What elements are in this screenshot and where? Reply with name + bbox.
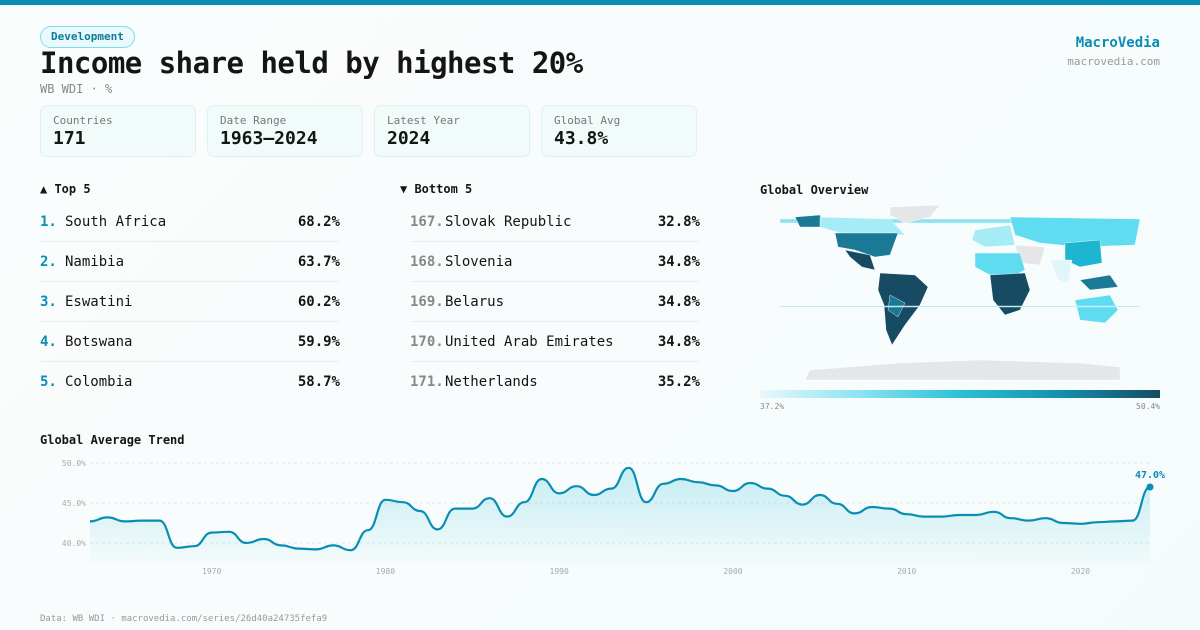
list-item[interactable]: 4. Botswana 59.9% [40, 322, 340, 362]
map-usa [834, 232, 899, 258]
list-item[interactable]: 5. Colombia 58.7% [40, 362, 340, 402]
map-china [1064, 239, 1103, 268]
country-value: 60.2% [297, 293, 340, 310]
rank: 167. [410, 213, 444, 230]
rank: 1. [40, 213, 57, 230]
stat-label: Countries [53, 114, 113, 127]
country-name: United Arab Emirates [445, 333, 614, 350]
rank: 171. [410, 374, 444, 390]
country-name: Eswatini [65, 293, 133, 310]
map-color-legend [760, 390, 1160, 398]
list-item[interactable]: 167. Slovak Republic 32.8% [410, 202, 700, 242]
page-title: Income share held by highest 20% [40, 46, 583, 80]
stat-label: Date Range [220, 114, 287, 127]
y-tick-label: 50.0% [62, 459, 86, 468]
country-value: 34.8% [657, 333, 700, 350]
country-name: Netherlands [445, 374, 538, 390]
map-south-america [877, 272, 929, 346]
stat-value: 1963–2024 [220, 128, 318, 149]
x-tick-label: 1970 [202, 567, 221, 576]
country-value: 63.7% [297, 253, 340, 270]
country-name: Slovenia [445, 253, 513, 270]
legend-max: 50.4% [1136, 402, 1161, 411]
map-heading: Global Overview [760, 183, 869, 197]
stat-date-range: Date Range 1963–2024 [207, 105, 363, 157]
trend-heading: Global Average Trend [40, 433, 185, 447]
stat-value: 2024 [387, 128, 431, 149]
last-value-label: 47.0% [1135, 470, 1165, 481]
stat-label: Global Avg [554, 114, 621, 127]
country-value: 35.2% [657, 374, 700, 390]
map-india [1049, 259, 1073, 284]
top-accent-bar [0, 0, 1200, 5]
data-point [1146, 483, 1154, 491]
y-tick-label: 40.0% [62, 539, 86, 548]
brand-logo[interactable]: MacroVedia [1075, 35, 1160, 51]
country-value: 58.7% [297, 374, 340, 390]
page-subtitle: WB WDI · % [40, 82, 113, 96]
top5-heading: ▲ Top 5 [40, 182, 91, 196]
top5-list: 1. South Africa 68.2% 2. Namibia 63.7% 3. Eswat… [40, 202, 340, 402]
map-mexico [844, 249, 876, 271]
rank: 168. [410, 253, 444, 270]
list-item[interactable]: 168. Slovenia 34.8% [410, 242, 700, 282]
world-map[interactable] [780, 205, 1140, 380]
bottom5-heading: ▼ Bottom 5 [400, 182, 473, 196]
list-item[interactable]: 169. Belarus 34.8% [410, 282, 700, 322]
country-name: Belarus [445, 293, 505, 310]
list-item[interactable]: 1. South Africa 68.2% [40, 202, 340, 242]
stat-value: 171 [53, 128, 86, 149]
map-indonesia [1079, 274, 1119, 291]
rank: 2. [40, 253, 57, 270]
map-australia [1074, 294, 1119, 324]
map-southern-africa [989, 272, 1031, 316]
rank: 5. [40, 374, 57, 390]
x-tick-label: 2020 [1071, 567, 1090, 576]
x-tick-label: 1990 [550, 567, 569, 576]
country-value: 32.8% [657, 213, 700, 230]
rank: 3. [40, 293, 57, 310]
country-value: 34.8% [657, 253, 700, 270]
y-tick-label: 45.0% [62, 499, 86, 508]
list-item[interactable]: 3. Eswatini 60.2% [40, 282, 340, 322]
brand-url[interactable]: macrovedia.com [1067, 55, 1160, 68]
rank: 170. [410, 333, 444, 350]
trend-chart: 40.0% 45.0% 50.0% 1970 1980 1990 2000 2010 2020 4… [62, 459, 1165, 576]
stat-value: 43.8% [554, 128, 609, 149]
rank: 4. [40, 333, 57, 350]
trend-area [90, 467, 1150, 564]
trend-line [89, 466, 1151, 552]
country-value: 34.8% [657, 293, 700, 310]
footer-source: Data: WB WDI · macrovedia.com/series/26d… [40, 614, 328, 624]
country-name: South Africa [65, 213, 167, 230]
map-greenland [889, 205, 941, 224]
stat-global-avg: Global Avg 43.8% [541, 105, 697, 157]
x-tick-label: 2010 [897, 567, 916, 576]
map-north-africa [974, 252, 1026, 276]
map-europe [971, 224, 1016, 248]
list-item[interactable]: 171. Netherlands 35.2% [410, 362, 700, 402]
map-antarctica [804, 359, 1121, 380]
stat-countries: Countries 171 [40, 105, 196, 157]
list-item[interactable]: 2. Namibia 63.7% [40, 242, 340, 282]
bottom5-list: 167. Slovak Republic 32.8% 168. Slovenia 34.8… [410, 202, 700, 402]
list-item[interactable]: 170. United Arab Emirates 34.8% [410, 322, 700, 362]
country-name: Slovak Republic [445, 213, 572, 230]
category-badge[interactable]: Development [40, 26, 135, 48]
stat-label: Latest Year [387, 114, 460, 127]
country-value: 59.9% [297, 333, 340, 350]
country-name: Namibia [65, 253, 125, 270]
country-name: Colombia [65, 374, 133, 390]
rank: 169. [410, 293, 444, 310]
x-tick-label: 2000 [723, 567, 742, 576]
stat-latest-year: Latest Year 2024 [374, 105, 530, 157]
legend-min: 37.2% [760, 402, 785, 411]
x-tick-label: 1980 [376, 567, 395, 576]
map-arctic-band [780, 218, 1140, 224]
country-value: 68.2% [297, 213, 340, 230]
country-name: Botswana [65, 333, 133, 350]
